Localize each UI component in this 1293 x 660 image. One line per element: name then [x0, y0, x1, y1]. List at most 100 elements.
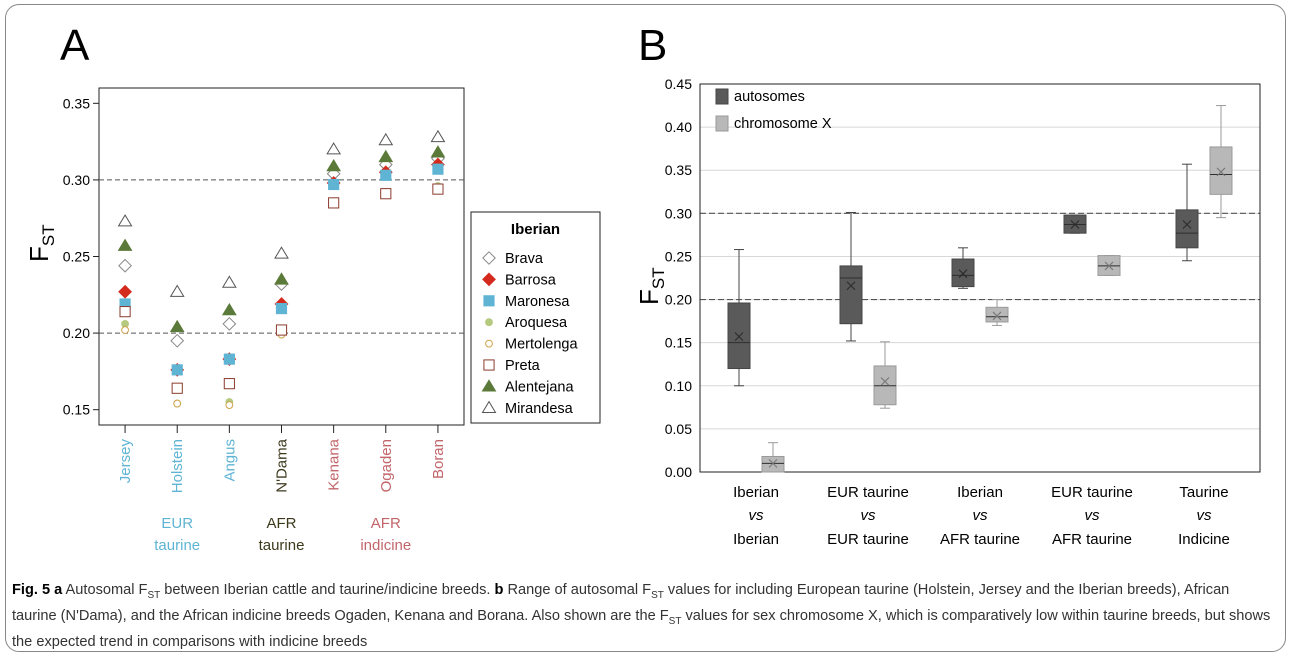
- panel-b-legend-swatch-chromosome-x: [715, 115, 729, 132]
- panel-a-series-maronesa: [119, 163, 444, 376]
- panel-a-legend-label-barrosa: Barrosa: [505, 272, 557, 288]
- panel-b-xlabel-top: Iberian: [957, 484, 1003, 501]
- panel-b-box-autosomes: [951, 247, 975, 289]
- panel-b-xlabel-top: EUR taurine: [1051, 484, 1133, 501]
- figure-frame: [5, 4, 1286, 652]
- caption-b-post: values for sex chromosome X, which is co…: [12, 607, 1271, 650]
- panel-a-legend-label-brava: Brava: [505, 251, 544, 267]
- panel-a-group-label-eur-taurine: EUR: [161, 515, 193, 532]
- panel-a-point-preta: [171, 382, 183, 394]
- panel-a-legend-marker-brava: [482, 251, 496, 265]
- panel-a-series-aroquesa: [121, 182, 442, 408]
- panel-b-ytick-label: 0.45: [665, 76, 692, 92]
- panel-b-ytick-label: 0.25: [665, 248, 692, 264]
- panel-a-point-maronesa: [380, 169, 392, 181]
- panel-a-series-mertolenga: [121, 183, 442, 409]
- panel-a-xtick-label-holstein: Holstein: [169, 439, 186, 493]
- caption-b-mid: values for including European taurine (H…: [12, 582, 1230, 624]
- panel-a-series-barrosa: [118, 157, 445, 377]
- panel-a-series-alentejana: [117, 145, 446, 333]
- panel-a-point-alentejana: [430, 145, 446, 158]
- panel-a-xtick-label-jersey: Jersey: [117, 439, 134, 484]
- panel-a-point-maronesa: [171, 364, 183, 376]
- panel-b-ylabel-main: F: [634, 289, 664, 305]
- caption-b-pre: Range of autosomal F: [507, 582, 652, 598]
- panel-a-point-barrosa: [118, 284, 132, 299]
- panel-a-group-label-afr-indicine: indicine: [360, 537, 411, 554]
- panel-b-xlabel-bottom: EUR taurine: [827, 531, 909, 548]
- panel-b-mean-marker: [1070, 220, 1080, 229]
- panel-a-group-label-afr-indicine: AFR: [371, 515, 401, 532]
- panel-a-legend-marker-maronesa: [483, 295, 495, 307]
- panel-b-mean-marker: [846, 281, 856, 291]
- panel-a-legend-marker-alentejana: [481, 379, 497, 392]
- caption-fig-number: Fig. 5: [12, 582, 51, 598]
- panel-b-series-chromosome-x: [761, 105, 1233, 473]
- panel-b-ytick-label: 0.00: [665, 464, 692, 480]
- panel-b-plot-frame: [699, 83, 1261, 473]
- panel-b-box-chromosome-x: [985, 299, 1009, 326]
- panel-a-ylabel-sub: ST: [39, 224, 58, 246]
- panel-a-xtick-label-angus: Angus: [221, 439, 238, 482]
- panel-b-box-iqr: [761, 455, 785, 473]
- panel-b-legend-swatch-autosomes: [715, 88, 729, 105]
- panel-b-ytick-label: 0.35: [665, 162, 692, 178]
- panel-b-box-autosomes: [1063, 214, 1087, 234]
- panel-a-point-mirandesa: [221, 275, 237, 288]
- panel-a-point-alentejana: [326, 158, 342, 172]
- panel-a-xtick-label-n-dama: N'Dama: [274, 438, 291, 492]
- panel-a-legend-label-mirandesa: Mirandesa: [505, 401, 574, 417]
- panel-b-mean-marker: [880, 377, 890, 386]
- panel-b-mean-marker: [958, 269, 968, 279]
- panel-a-legend-marker-preta: [483, 359, 495, 371]
- panel-a-ytick-label: 0.25: [63, 249, 90, 265]
- panel-a-point-mertolenga: [173, 399, 182, 408]
- caption-a-post: between Iberian cattle and taurine/indic…: [160, 582, 495, 598]
- panel-b-ylabel: FST: [634, 267, 668, 305]
- panel-a-ytick-label: 0.20: [63, 325, 90, 341]
- panel-a-legend-label-preta: Preta: [505, 358, 541, 374]
- panel-a-ytick-label: 0.30: [63, 172, 90, 188]
- caption-b-sub: ST: [651, 589, 664, 601]
- svg-text:FST: FST: [634, 267, 668, 305]
- panel-b-xlabel-bottom: AFR taurine: [940, 531, 1020, 548]
- panel-a-point-mirandesa: [378, 132, 394, 146]
- panel-b-xlabel-bottom: AFR taurine: [1052, 531, 1132, 548]
- panel-a-legend-marker-mirandesa: [481, 400, 497, 413]
- panel-b-ytick-label: 0.15: [665, 335, 692, 351]
- caption-b-marker: b: [494, 582, 504, 598]
- panel-b-ytick-label: 0.30: [665, 205, 692, 221]
- panel-a-point-mirandesa: [169, 284, 185, 297]
- panel-a-legend-marker-mertolenga: [485, 339, 493, 348]
- panel-b-mean-marker: [1182, 220, 1192, 229]
- panel-a-point-alentejana: [169, 319, 185, 333]
- panel-a-point-alentejana: [221, 302, 237, 316]
- panel-b-ytick-label: 0.05: [665, 421, 692, 437]
- panel-b-legend: autosomes chromosome X: [715, 88, 832, 132]
- panel-b-box-chromosome-x: [1209, 105, 1233, 219]
- panel-b-box-chromosome-x: [1097, 255, 1121, 276]
- panel-a-point-maronesa: [275, 302, 288, 315]
- panel-b-box-iqr: [839, 265, 863, 325]
- panel-a-point-preta: [275, 324, 288, 336]
- panel-b-box-iqr: [1175, 209, 1199, 249]
- panel-a-group-label-eur-taurine: taurine: [154, 537, 200, 554]
- panel-b-xlabel-vs: vs: [1085, 507, 1101, 524]
- panel-b-box-iqr: [985, 306, 1009, 323]
- panel-a-point-mertolenga: [121, 326, 129, 334]
- panel-b-xlabel-vs: vs: [749, 507, 765, 524]
- panel-b-xlabel-bottom: Indicine: [1178, 531, 1230, 548]
- panel-a-point-mirandesa: [117, 214, 133, 227]
- panel-b-box-autosomes: [727, 249, 751, 387]
- panel-b-ytick-label: 0.40: [665, 119, 692, 135]
- panel-a-legend-label-maronesa: Maronesa: [505, 294, 570, 310]
- panel-b-legend-label-autosomes: autosomes: [734, 89, 805, 105]
- panel-a-ytick-label: 0.15: [63, 402, 90, 418]
- panel-a-series-mirandesa: [117, 129, 446, 297]
- panel-a-ylabel-main: F: [24, 246, 54, 262]
- panel-b-box-autosomes: [1175, 163, 1199, 262]
- panel-a-point-preta: [328, 197, 340, 209]
- panel-a-legend-label-alentejana: Alentejana: [505, 379, 574, 395]
- panel-a-group-label-afr-taurine: AFR: [267, 515, 297, 532]
